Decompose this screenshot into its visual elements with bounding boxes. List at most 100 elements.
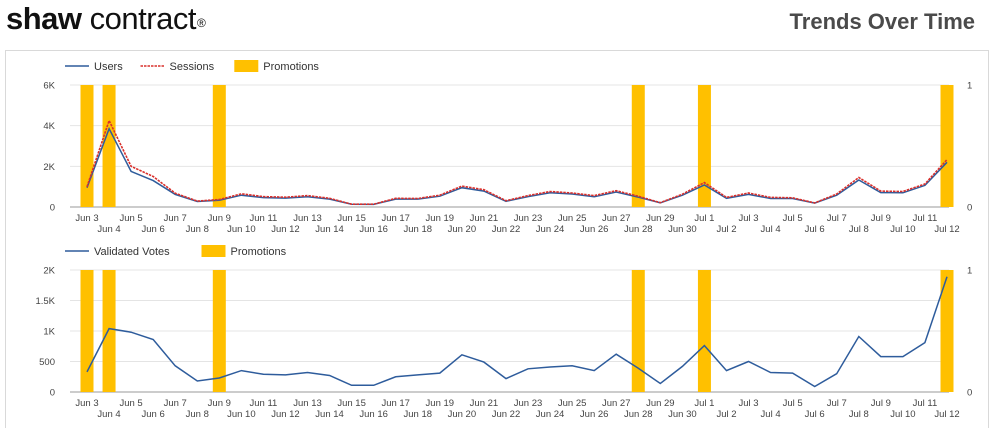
x-tick-label: Jun 3 [75, 213, 98, 224]
y2-tick-label: 1 [967, 266, 972, 277]
x-tick-label: Jun 23 [514, 213, 543, 224]
x-tick-label: Jul 12 [934, 409, 959, 420]
x-tick-label: Jul 12 [934, 224, 959, 235]
x-tick-label: Jun 5 [119, 398, 142, 409]
x-tick-label: Jun 21 [470, 398, 499, 409]
x-tick-label: Jun 7 [164, 213, 187, 224]
x-tick-label: Jul 5 [783, 213, 803, 224]
x-tick-label: Jul 5 [783, 398, 803, 409]
x-tick-label: Jun 4 [97, 224, 120, 235]
x-tick-label: Jul 7 [827, 398, 847, 409]
x-tick-label: Jun 30 [668, 224, 697, 235]
x-tick-label: Jun 25 [558, 213, 587, 224]
legend-label: Promotions [263, 61, 319, 73]
x-tick-label: Jun 29 [646, 213, 675, 224]
x-tick-label: Jun 7 [164, 398, 187, 409]
x-tick-label: Jul 3 [738, 398, 758, 409]
promotion-bar [80, 85, 94, 207]
promotion-bar [212, 270, 226, 392]
series-line-sessions [86, 118, 948, 205]
x-tick-label: Jun 15 [337, 398, 366, 409]
x-tick-label: Jun 19 [426, 213, 455, 224]
promotion-bar [697, 85, 711, 207]
x-tick-label: Jun 11 [249, 213, 277, 224]
x-tick-label: Jun 20 [448, 224, 477, 235]
x-tick-label: Jul 1 [694, 213, 714, 224]
x-tick-label: Jun 18 [404, 224, 433, 235]
chart-panel [5, 50, 989, 428]
legend-label: Validated Votes [94, 246, 170, 258]
x-tick-label: Jun 3 [75, 398, 98, 409]
x-tick-label: Jun 11 [249, 398, 277, 409]
promotion-bar [697, 270, 711, 392]
y-tick-label: 2K [43, 162, 55, 173]
legend-swatch-promotions [234, 60, 259, 72]
x-tick-label: Jul 10 [890, 409, 915, 420]
x-tick-label: Jul 4 [761, 409, 781, 420]
y-tick-label: 6K [43, 81, 55, 92]
x-tick-label: Jul 6 [805, 224, 825, 235]
brand-logo: shaw contract® [6, 0, 206, 38]
y-tick-label: 4K [43, 121, 55, 132]
x-tick-label: Jun 26 [580, 224, 609, 235]
x-tick-label: Jul 11 [913, 213, 938, 224]
x-tick-label: Jun 12 [271, 409, 300, 420]
y-tick-label: 500 [39, 357, 55, 368]
promotion-bar [212, 85, 226, 207]
x-tick-label: Jun 10 [227, 409, 256, 420]
x-tick-label: Jun 24 [536, 224, 565, 235]
x-tick-label: Jun 23 [514, 398, 543, 409]
x-tick-label: Jul 2 [716, 409, 736, 420]
logo-light-text: contract [89, 1, 197, 36]
x-tick-label: Jul 8 [849, 224, 869, 235]
x-tick-label: Jun 28 [624, 224, 653, 235]
legend-label: Promotions [231, 246, 287, 258]
x-tick-label: Jun 29 [646, 398, 675, 409]
x-tick-label: Jun 6 [142, 409, 165, 420]
x-tick-label: Jul 9 [871, 213, 891, 224]
x-tick-label: Jun 24 [536, 409, 565, 420]
x-tick-label: Jun 22 [492, 409, 521, 420]
y2-tick-label: 0 [967, 203, 972, 214]
x-tick-label: Jun 16 [359, 409, 388, 420]
x-tick-label: Jun 27 [602, 398, 631, 409]
x-tick-label: Jul 4 [761, 224, 781, 235]
x-tick-label: Jun 9 [208, 213, 231, 224]
x-tick-label: Jul 3 [738, 213, 758, 224]
page-title: Trends Over Time [789, 9, 975, 34]
x-tick-label: Jun 26 [580, 409, 609, 420]
x-tick-label: Jul 7 [827, 213, 847, 224]
x-tick-label: Jun 13 [293, 398, 322, 409]
x-tick-label: Jun 18 [404, 409, 433, 420]
x-tick-label: Jun 8 [186, 409, 209, 420]
x-tick-label: Jun 17 [381, 213, 410, 224]
x-tick-label: Jun 17 [381, 398, 410, 409]
promotion-bar [80, 270, 94, 392]
x-tick-label: Jun 22 [492, 224, 521, 235]
x-tick-label: Jul 1 [694, 398, 714, 409]
y-tick-label: 1.5K [35, 296, 55, 307]
x-tick-label: Jun 28 [624, 409, 653, 420]
y-tick-label: 0 [50, 388, 55, 399]
y2-tick-label: 1 [967, 81, 972, 92]
x-tick-label: Jun 9 [208, 398, 231, 409]
x-tick-label: Jun 16 [359, 224, 388, 235]
promotion-bar [940, 270, 954, 392]
legend-label: Sessions [170, 61, 215, 73]
x-tick-label: Jun 20 [448, 409, 477, 420]
x-tick-label: Jun 8 [186, 224, 209, 235]
x-tick-label: Jun 15 [337, 213, 366, 224]
promotion-bar [102, 85, 116, 207]
x-tick-label: Jun 27 [602, 213, 631, 224]
y-tick-label: 0 [50, 203, 55, 214]
registered-mark: ® [196, 16, 206, 30]
x-tick-label: Jun 10 [227, 224, 256, 235]
x-tick-label: Jun 5 [119, 213, 142, 224]
promotion-bar [631, 270, 645, 392]
x-tick-label: Jun 19 [426, 398, 455, 409]
y-tick-label: 2K [43, 266, 55, 277]
x-tick-label: Jul 11 [913, 398, 938, 409]
x-tick-label: Jun 6 [142, 224, 165, 235]
x-tick-label: Jul 9 [871, 398, 891, 409]
